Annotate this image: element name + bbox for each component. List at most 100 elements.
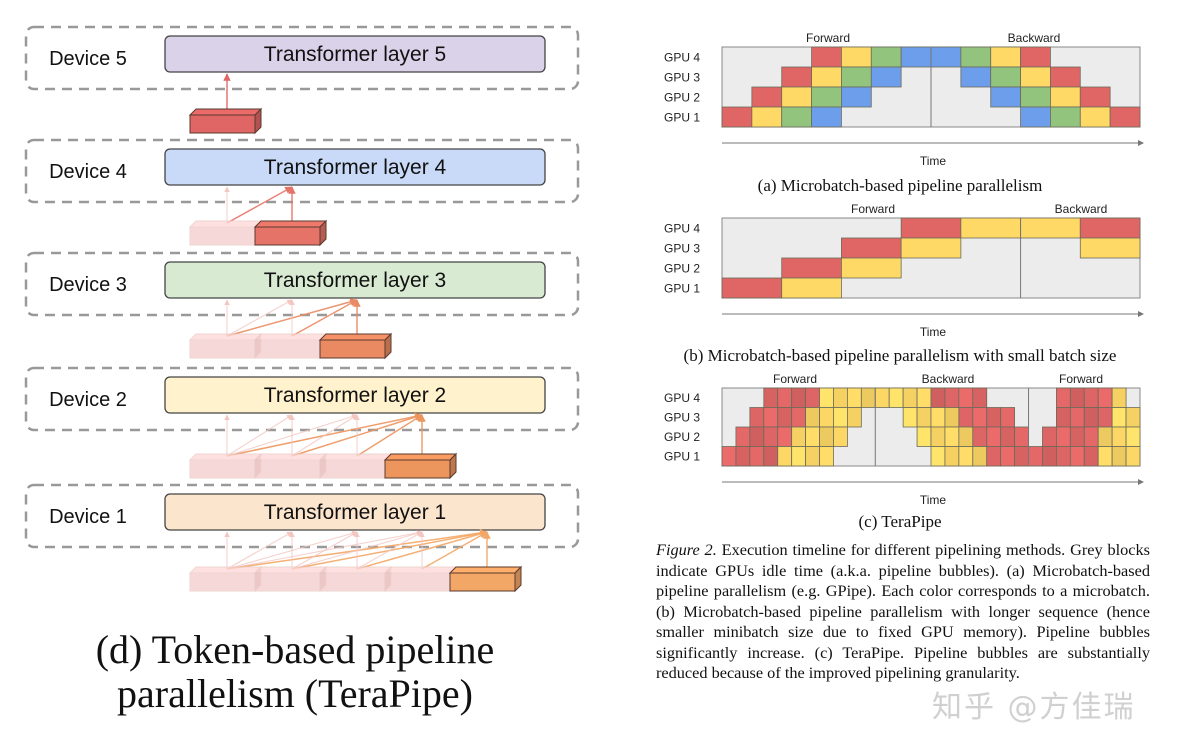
- token-block-front: [384, 459, 451, 479]
- figure-label: Figure 2.: [656, 540, 717, 559]
- timeline-cell: [1097, 446, 1113, 467]
- timeline-cell: [777, 426, 793, 447]
- timeline-cell: [944, 387, 960, 408]
- token-block-side: [254, 107, 262, 135]
- token-block-side: [384, 332, 392, 360]
- timeline-cell: [1069, 446, 1085, 467]
- token-block-active: [448, 565, 523, 593]
- diagram-caption-line2: parallelism (TeraPipe): [117, 671, 473, 716]
- timeline-cell: [958, 426, 974, 447]
- figure-caption-text: Execution timeline for different pipelin…: [656, 540, 1150, 682]
- timeline-cell: [930, 407, 946, 428]
- token-row: [188, 186, 328, 247]
- timeline-cell: [1000, 446, 1015, 467]
- device-label: Device 2: [49, 389, 127, 411]
- timeline-cell: [916, 426, 932, 447]
- timeline-cell: [930, 426, 946, 447]
- timeline-cell: [763, 426, 779, 447]
- timeline-cell: [805, 407, 820, 428]
- token-block-front: [254, 339, 321, 359]
- chart-a-title: (a) Microbatch-based pipeline parallelis…: [757, 176, 1043, 195]
- timeline-cell: [735, 426, 751, 447]
- token-block-front: [254, 459, 321, 479]
- phase-label: Backward: [1008, 31, 1061, 45]
- device-group: Device 5 Transformer layer 5: [24, 25, 580, 91]
- token-block-front: [189, 226, 256, 246]
- timeline-cell: [1097, 426, 1113, 447]
- timeline-cell: [1079, 217, 1141, 239]
- timeline-cell: [1055, 426, 1071, 447]
- timeline-cell: [1111, 426, 1127, 447]
- device-label: Device 1: [49, 506, 127, 528]
- timeline-cell: [958, 446, 974, 467]
- dependency-arrow: [291, 299, 358, 337]
- timeline-cell: [735, 446, 751, 467]
- timeline-cell: [833, 387, 848, 408]
- phase-label: Forward: [1059, 372, 1103, 386]
- timeline-cell: [930, 387, 946, 408]
- gpu-row-label: GPU 4: [664, 391, 700, 405]
- transformer-layer-box: [164, 35, 546, 73]
- timeline-cell: [986, 426, 1002, 447]
- timeline-cell: [1111, 446, 1127, 467]
- time-axis-arrowhead: [1138, 140, 1144, 146]
- token-block-top: [253, 220, 328, 228]
- gpu-row-label: GPU 3: [664, 241, 700, 255]
- timeline-cell: [972, 426, 988, 447]
- timeline-cell: [900, 217, 962, 239]
- timeline-cell: [1125, 446, 1141, 467]
- token-block-top: [448, 566, 523, 574]
- time-axis-label: Time: [920, 154, 947, 168]
- timeline-cell: [1014, 446, 1029, 467]
- chart-c: GPU 4 GPU 3 GPU 2 GPU 1 Forward Backward Forwa…: [664, 372, 1144, 507]
- diagram-canvas: Device 5 Transformer layer 5 Device 4 Trans…: [24, 25, 580, 593]
- token-block-faded: [318, 452, 393, 480]
- timeline-cell: [874, 387, 890, 408]
- timeline-cell: [986, 446, 1002, 467]
- token-block-top: [188, 108, 263, 116]
- token-block-faded: [253, 332, 328, 360]
- timeline-cell: [960, 217, 1021, 239]
- token-block-faded: [253, 452, 328, 480]
- diagram-caption-line1: (d) Token-based pipeline: [95, 627, 495, 672]
- token-block-faded: [383, 565, 458, 593]
- timeline-cell: [841, 46, 872, 68]
- phase-label: Forward: [773, 372, 817, 386]
- timeline-cell: [900, 46, 932, 68]
- timeline-cell: [811, 86, 842, 108]
- timeline-cell: [972, 387, 988, 408]
- timeline-cell: [1069, 387, 1085, 408]
- timeline-cell: [1014, 426, 1029, 447]
- timeline-cell: [1055, 387, 1071, 408]
- transformer-layer-label: Transformer layer 3: [264, 269, 446, 292]
- token-block-front: [189, 572, 256, 592]
- timeline-cell: [781, 86, 812, 108]
- timeline-cell: [781, 66, 812, 88]
- timeline-cell: [749, 446, 765, 467]
- token-block-front: [319, 339, 386, 359]
- timeline-cell: [751, 86, 783, 108]
- timeline-cell: [841, 86, 872, 108]
- token-block-front: [254, 572, 321, 592]
- transformer-layer-label: Transformer layer 2: [264, 384, 446, 407]
- time-axis-arrowhead: [1138, 311, 1144, 317]
- device-boundary: [24, 25, 580, 91]
- gpu-row-label: GPU 2: [664, 90, 700, 104]
- timeline-cell: [841, 66, 872, 88]
- phase-label: Backward: [1055, 202, 1108, 216]
- device-group: Device 2 Transformer layer 2: [24, 366, 580, 432]
- timeline-cell: [902, 407, 918, 428]
- timeline-cell: [846, 407, 862, 428]
- timeline-cell: [791, 426, 807, 447]
- timeline-cell: [805, 387, 820, 408]
- timeline-cell: [902, 387, 918, 408]
- timeline-cell: [811, 46, 842, 68]
- token-block-front: [189, 339, 256, 359]
- timeline-cell: [1050, 86, 1081, 108]
- gpu-row-label: GPU 4: [664, 221, 700, 235]
- timeline-cell: [781, 106, 812, 128]
- timeline-cell: [1069, 426, 1085, 447]
- gpu-row-label: GPU 1: [664, 281, 700, 295]
- timeline-cell: [1125, 407, 1141, 428]
- chart-b: GPU 4 GPU 3 GPU 2 GPU 1 Forward Backward Time: [664, 202, 1144, 339]
